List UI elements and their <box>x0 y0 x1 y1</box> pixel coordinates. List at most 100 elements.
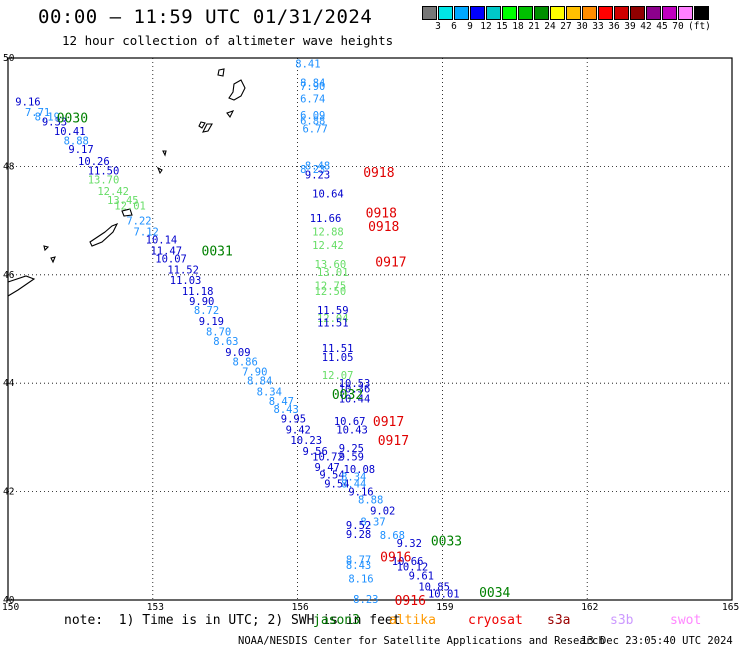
wave-height-point: 12.04 <box>317 313 349 325</box>
wave-height-point: 6.74 <box>300 94 325 106</box>
satellite-legend-item: cryosat <box>468 613 523 628</box>
wave-height-point: 8.63 <box>213 336 238 348</box>
wave-height-point: 10.44 <box>339 393 371 405</box>
colorbar-swatch <box>646 6 661 20</box>
colorbar-label: 3 <box>435 21 441 32</box>
colorbar-label: 70 <box>672 21 684 32</box>
wave-height-point: 8.44 <box>341 478 366 490</box>
colorbar-label: 24 <box>544 21 556 32</box>
wave-height-point: 9.17 <box>68 144 93 156</box>
wave-height-point: 6.77 <box>302 123 327 135</box>
lat-tick-label: 44 <box>3 378 15 389</box>
wave-height-point: 9.16 <box>15 96 40 108</box>
island-5 <box>202 123 213 133</box>
wave-height-point: 11.59 <box>317 305 349 317</box>
wave-height-point: 11.52 <box>167 264 199 276</box>
wave-height-point: 12.50 <box>315 286 347 298</box>
wave-height-point: 11.03 <box>170 275 202 287</box>
wave-height-point: 8.84 <box>300 77 325 89</box>
wave-height-point: 9.59 <box>339 451 364 463</box>
lon-tick-label: 153 <box>147 602 164 613</box>
colorbar-labels: 3 6 9 12 15 18 21 24 27 30 33 36 39 42 45 70 (ft) <box>422 21 740 33</box>
lon-tick-label: 162 <box>581 602 598 613</box>
wave-height-point: 6.88 <box>300 115 325 127</box>
wave-height-point: 11.05 <box>322 352 354 364</box>
lon-tick-label: 150 <box>2 602 19 613</box>
colorbar-label: 45 <box>656 21 668 32</box>
lat-tick-label: 42 <box>3 487 14 498</box>
wave-height-point: 10.14 <box>146 235 178 247</box>
wave-height-point: 8.88 <box>64 135 89 147</box>
satellite-legend-item: jason3 <box>313 613 360 628</box>
wave-height-point: 13.70 <box>88 174 120 186</box>
pass-time-label: 0032 <box>332 388 363 403</box>
island-2 <box>228 79 246 101</box>
wave-height-point: 7.90 <box>242 366 267 378</box>
wave-height-point: 8.48 <box>305 160 330 172</box>
wave-height-point: 9.52 <box>346 520 371 532</box>
wave-height-point: 8.23 <box>353 594 378 606</box>
wave-height-point: 10.43 <box>336 424 368 436</box>
colorbar-swatch <box>566 6 581 20</box>
colorbar-swatch <box>534 6 549 20</box>
wave-height-point: 8.16 <box>348 573 373 585</box>
pass-time-label: 0030 <box>57 112 88 127</box>
colorbar-swatch <box>582 6 597 20</box>
pass-time-label: 0918 <box>366 206 397 221</box>
colorbar-label: 30 <box>576 21 588 32</box>
wave-height-point: 9.95 <box>281 413 306 425</box>
lon-tick-label: 165 <box>722 602 739 613</box>
colorbar-swatch <box>630 6 645 20</box>
wave-height-point: 9.25 <box>339 443 364 455</box>
colorbar-label: 27 <box>560 21 572 32</box>
island-3 <box>226 110 235 119</box>
satellite-legend-item: swot <box>670 613 702 628</box>
wave-height-point: 8.70 <box>206 327 231 339</box>
wave-height-point: 7.22 <box>126 216 151 228</box>
wave-height-point: 9.09 <box>225 347 250 359</box>
wave-height-point: 13.01 <box>317 267 349 279</box>
wave-height-point: 9.28 <box>346 529 371 541</box>
wave-height-points: 9.167.718.199.3310.418.889.1710.2611.501… <box>15 58 459 605</box>
wave-height-point: 8.68 <box>380 530 405 542</box>
wave-height-point: 12.75 <box>315 281 347 293</box>
pass-time-label: 0031 <box>202 244 233 259</box>
island-1 <box>217 68 225 77</box>
wave-height-point: 10.53 <box>339 378 371 390</box>
colorbar-swatch <box>550 6 565 20</box>
wave-height-point: 8.43 <box>346 560 371 572</box>
wave-height-point: 8.84 <box>247 375 272 387</box>
colorbar-label: 42 <box>640 21 652 32</box>
wave-height-point: 10.23 <box>290 435 322 447</box>
wave-height-point: 11.18 <box>182 286 214 298</box>
lat-tick-label: 40 <box>3 595 15 606</box>
colorbar-label: 6 <box>451 21 457 32</box>
colorbar-label: 21 <box>528 21 540 32</box>
wave-height-point: 8.88 <box>358 495 383 507</box>
wave-height-point: 12.42 <box>97 186 129 198</box>
wave-height-point: 10.12 <box>397 561 429 573</box>
colorbar-swatch <box>694 6 709 20</box>
wave-height-point: 13.60 <box>315 259 347 271</box>
footer-note: note: 1) Time is in UTC; 2) SWH is in fe… <box>64 613 401 628</box>
footer-credit: NOAA/NESDIS Center for Satellite Applica… <box>238 635 605 647</box>
wave-height-point: 11.50 <box>88 166 120 178</box>
colorbar-swatch <box>614 6 629 20</box>
lat-tick-label: 50 <box>3 53 15 64</box>
colorbar-swatch <box>470 6 485 20</box>
pass-time-label: 0916 <box>380 551 411 566</box>
wave-height-point: 10.67 <box>334 416 366 428</box>
pass-time-labels: 0030003100320033003409180918091809170917… <box>57 112 511 609</box>
wave-height-point: 9.32 <box>397 538 422 550</box>
wave-height-point: 9.61 <box>409 571 434 583</box>
wave-height-point: 12.42 <box>312 240 344 252</box>
wave-height-point: 8.23 <box>300 164 325 176</box>
colorbar-swatch <box>438 6 453 20</box>
wave-height-point: 8.34 <box>341 471 366 483</box>
wave-height-point: 9.54 <box>324 478 349 490</box>
wave-height-point: 9.19 <box>199 316 224 328</box>
colorbar-swatch <box>486 6 501 20</box>
lon-tick-label: 156 <box>292 602 309 613</box>
satellite-legend-item: s3b <box>610 613 634 628</box>
colorbar-swatch <box>422 6 437 20</box>
